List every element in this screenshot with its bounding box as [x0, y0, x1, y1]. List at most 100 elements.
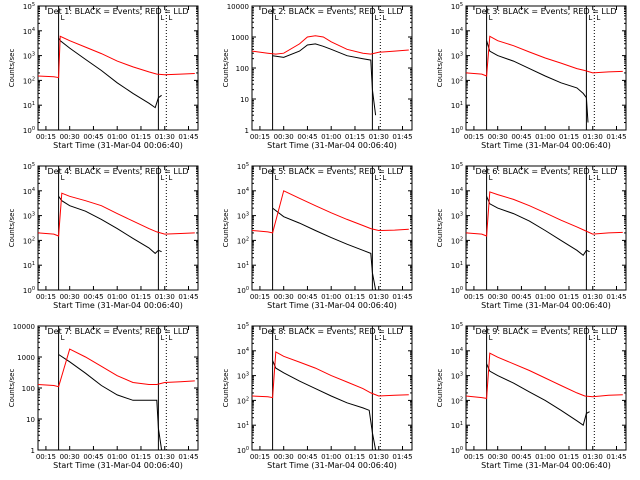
y-tick-label: 103: [23, 52, 35, 61]
detector-panel-7: Det 7: BLACK = Events, RED = LLD 1 10 100 10…: [8, 323, 199, 470]
y-tick-label: 10000: [13, 323, 35, 331]
y-tick-label: 105: [451, 322, 463, 331]
detector-panel-6: Det 6: BLACK = Events, RED = LLD 100 101 10…: [436, 162, 627, 310]
x-tick-label: 01:15: [131, 453, 151, 461]
x-axis-label: Start Time (31-Mar-04 00:06:40): [481, 461, 611, 470]
x-tick-label: 01:15: [559, 133, 579, 141]
x-tick-label: 01:30: [155, 453, 175, 461]
x-tick-label: 01:15: [559, 453, 579, 461]
y-tick-label: 101: [23, 101, 35, 110]
series-line-lld: [465, 191, 623, 237]
time-marker-label: L: [168, 14, 172, 22]
panel-title: Det 7: BLACK = Events, RED = LLD: [48, 327, 189, 336]
time-marker-label: L: [160, 174, 164, 182]
time-marker-label: L: [382, 174, 386, 182]
x-tick-label: 00:15: [250, 133, 270, 141]
x-tick-label: 01:45: [392, 293, 412, 301]
y-tick-label: 104: [237, 347, 249, 356]
y-tick-label: 101: [451, 421, 463, 430]
x-tick-label: 01:45: [178, 133, 198, 141]
time-marker-label: L: [275, 334, 279, 342]
x-tick-label: 00:30: [488, 453, 508, 461]
time-marker-label: L: [489, 334, 493, 342]
y-tick-label: 103: [451, 52, 463, 61]
y-axis-label: Counts/sec: [222, 209, 230, 248]
x-tick-label: 01:00: [107, 133, 127, 141]
x-axis-label: Start Time (31-Mar-04 00:06:40): [53, 141, 183, 150]
series-line-events: [486, 196, 590, 257]
time-marker-label: L: [160, 334, 164, 342]
y-tick-label: 103: [23, 212, 35, 221]
y-tick-label: 101: [451, 261, 463, 270]
y-tick-label: 103: [451, 212, 463, 221]
y-tick-label: 102: [451, 396, 463, 405]
plot-frame: [37, 325, 199, 451]
x-tick-label: 01:45: [178, 293, 198, 301]
y-tick-label: 102: [23, 76, 35, 85]
x-tick-label: 00:45: [297, 133, 317, 141]
x-tick-label: 01:00: [107, 293, 127, 301]
x-tick-label: 01:15: [131, 293, 151, 301]
time-marker-label: L: [489, 174, 493, 182]
time-marker-label: L: [588, 174, 592, 182]
y-tick-label: 100: [236, 65, 249, 73]
x-tick-label: 01:00: [107, 453, 127, 461]
x-tick-label: 00:45: [297, 293, 317, 301]
y-tick-label: 101: [237, 261, 249, 270]
x-tick-label: 01:00: [321, 453, 341, 461]
x-tick-label: 01:30: [583, 293, 603, 301]
x-tick-label: 00:15: [36, 133, 56, 141]
y-tick-label: 105: [23, 162, 35, 171]
series-line-events: [58, 38, 162, 109]
detector-panel-2: Det 2: BLACK = Events, RED = LLD 1 10 100 10…: [222, 3, 413, 150]
x-tick-label: 00:45: [297, 453, 317, 461]
y-tick-label: 102: [451, 236, 463, 245]
x-tick-label: 00:30: [60, 293, 80, 301]
series-line-lld: [37, 35, 195, 79]
y-tick-label: 104: [23, 187, 35, 196]
x-axis-label: Start Time (31-Mar-04 00:06:40): [481, 141, 611, 150]
plot-frame: [465, 325, 627, 451]
time-marker-label: L: [588, 14, 592, 22]
time-marker-label: L: [596, 14, 600, 22]
y-tick-label: 100: [451, 446, 463, 455]
panel-title: Det 3: BLACK = Events, RED = LLD: [476, 7, 617, 16]
series-line-events: [58, 354, 163, 451]
series-line-lld: [37, 348, 195, 388]
x-tick-label: 01:45: [392, 133, 412, 141]
plot-frame: [251, 5, 413, 131]
series-line-events: [486, 363, 590, 427]
x-tick-label: 00:45: [511, 133, 531, 141]
time-marker-label: L: [275, 174, 279, 182]
x-tick-label: 01:00: [535, 133, 555, 141]
y-tick-label: 104: [451, 347, 463, 356]
time-marker-label: L: [275, 14, 279, 22]
time-marker-label: L: [596, 174, 600, 182]
plot-frame: [37, 165, 199, 291]
x-tick-label: 01:15: [559, 293, 579, 301]
y-axis-label: Counts/sec: [8, 209, 16, 248]
y-tick-label: 101: [237, 421, 249, 430]
y-tick-label: 103: [237, 212, 249, 221]
x-tick-label: 00:45: [511, 293, 531, 301]
x-tick-label: 01:45: [606, 133, 626, 141]
y-tick-label: 105: [23, 2, 35, 11]
y-tick-label: 104: [451, 27, 463, 36]
panel-title: Det 8: BLACK = Events, RED = LLD: [262, 327, 403, 336]
detector-panel-1: Det 1: BLACK = Events, RED = LLD 100 101 10…: [8, 2, 199, 150]
detector-panel-5: Det 5: BLACK = Events, RED = LLD 100 101 10…: [222, 162, 413, 310]
y-axis-label: Counts/sec: [8, 369, 16, 408]
time-marker-label: L: [168, 174, 172, 182]
x-tick-label: 01:45: [606, 293, 626, 301]
y-tick-label: 103: [237, 372, 249, 381]
y-tick-label: 10: [26, 416, 35, 424]
x-tick-label: 00:15: [36, 293, 56, 301]
y-tick-label: 104: [451, 187, 463, 196]
x-tick-label: 01:45: [392, 453, 412, 461]
x-tick-label: 00:30: [488, 133, 508, 141]
x-tick-label: 00:30: [274, 453, 294, 461]
y-axis-label: Counts/sec: [436, 49, 444, 88]
y-tick-label: 100: [451, 126, 463, 135]
y-tick-label: 100: [451, 286, 463, 295]
